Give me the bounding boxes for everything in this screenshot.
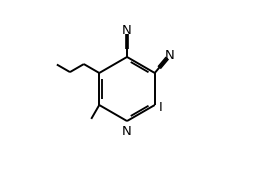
Text: N: N [122, 24, 132, 37]
Text: N: N [165, 49, 174, 62]
Text: I: I [159, 101, 163, 114]
Text: N: N [122, 125, 132, 138]
